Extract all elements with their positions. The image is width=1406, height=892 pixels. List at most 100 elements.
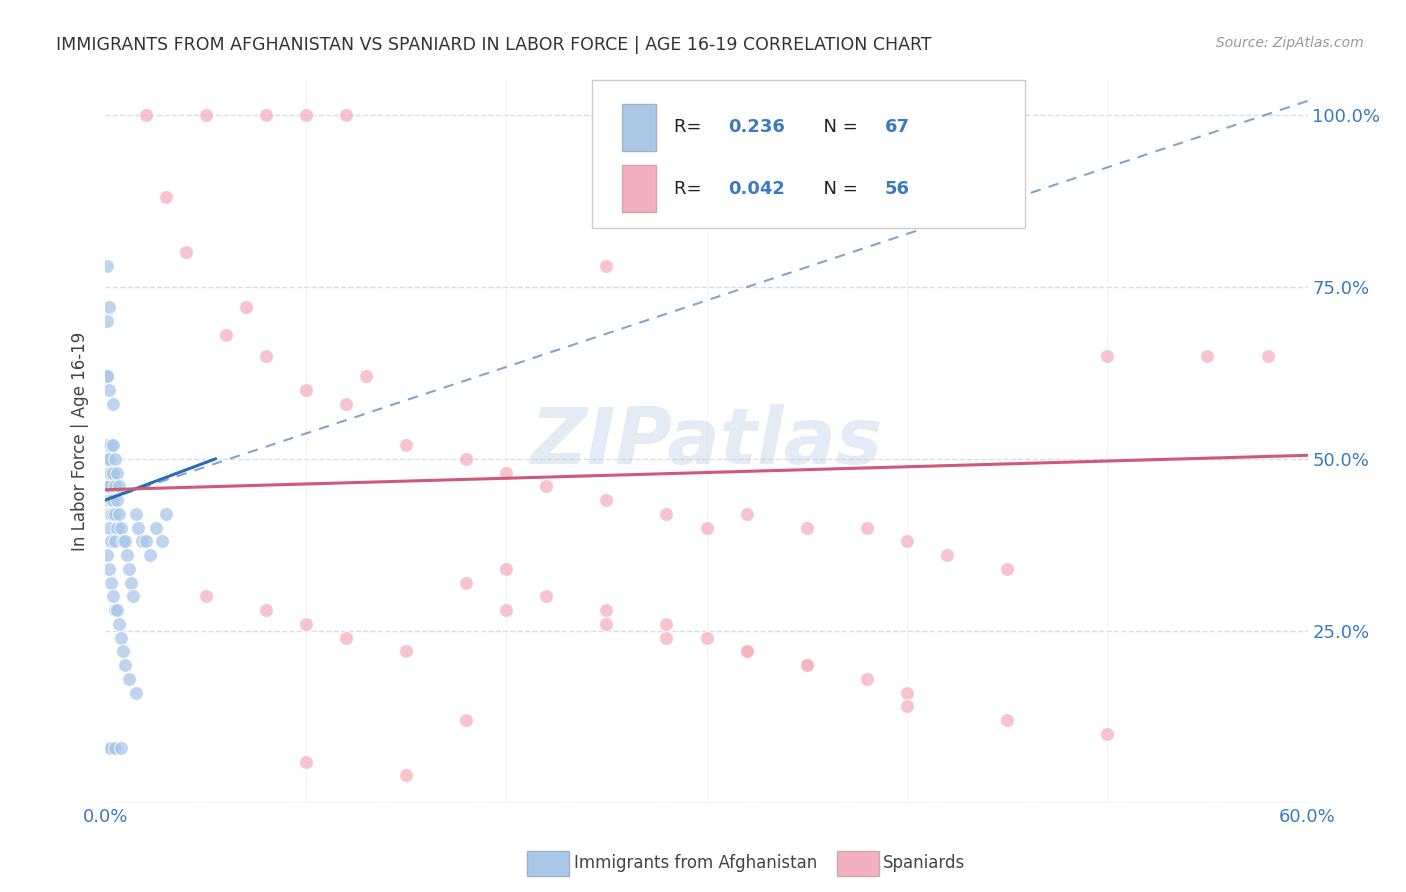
Point <box>108 479 131 493</box>
Point <box>100 438 122 452</box>
Text: ZIPatlas: ZIPatlas <box>530 403 883 480</box>
Point <box>735 644 758 658</box>
Point <box>135 534 157 549</box>
Text: 67: 67 <box>884 119 910 136</box>
Point <box>936 548 959 562</box>
Point <box>96 259 118 273</box>
Point <box>454 575 477 590</box>
Point <box>108 616 131 631</box>
Point <box>118 672 141 686</box>
Point <box>735 644 758 658</box>
FancyBboxPatch shape <box>592 80 1025 228</box>
Point <box>96 314 118 328</box>
Point <box>112 644 135 658</box>
Text: IMMIGRANTS FROM AFGHANISTAN VS SPANIARD IN LABOR FORCE | AGE 16-19 CORRELATION C: IMMIGRANTS FROM AFGHANISTAN VS SPANIARD … <box>56 36 932 54</box>
Point <box>534 479 557 493</box>
Point <box>1097 349 1119 363</box>
Point <box>96 369 118 384</box>
Point <box>103 397 125 411</box>
Point <box>1097 727 1119 741</box>
Point <box>96 548 118 562</box>
Point <box>155 190 177 204</box>
Point <box>138 548 160 562</box>
FancyBboxPatch shape <box>623 165 657 212</box>
Point <box>395 644 418 658</box>
Point <box>122 590 145 604</box>
Point <box>100 493 122 508</box>
Point <box>110 740 132 755</box>
Point <box>104 479 127 493</box>
Point <box>108 507 131 521</box>
Point <box>896 699 918 714</box>
Point <box>145 520 167 534</box>
Point <box>595 603 617 617</box>
Point <box>100 740 122 755</box>
Point <box>655 616 678 631</box>
Y-axis label: In Labor Force | Age 16-19: In Labor Force | Age 16-19 <box>72 332 90 551</box>
Point <box>335 397 357 411</box>
Point <box>110 520 132 534</box>
Point <box>100 575 122 590</box>
Point <box>796 658 818 673</box>
Point <box>112 534 135 549</box>
Point <box>110 631 132 645</box>
Point <box>1257 349 1279 363</box>
Point <box>495 562 517 576</box>
Point <box>354 369 377 384</box>
Point <box>96 369 118 384</box>
Point <box>295 383 318 397</box>
Text: Spaniards: Spaniards <box>883 855 965 872</box>
Point <box>655 631 678 645</box>
Point <box>103 438 125 452</box>
Point <box>124 507 146 521</box>
Point <box>103 466 125 480</box>
Point <box>896 534 918 549</box>
Point <box>254 108 277 122</box>
Text: 0.042: 0.042 <box>728 179 785 198</box>
Point <box>96 438 118 452</box>
Text: N =: N = <box>813 119 858 136</box>
Point <box>117 548 139 562</box>
Text: 0.236: 0.236 <box>728 119 785 136</box>
Point <box>103 590 125 604</box>
Point <box>595 259 617 273</box>
Point <box>194 590 217 604</box>
Point <box>655 507 678 521</box>
Point <box>100 534 122 549</box>
Point <box>98 740 121 755</box>
Point <box>104 740 127 755</box>
Text: Source: ZipAtlas.com: Source: ZipAtlas.com <box>1216 36 1364 50</box>
Point <box>98 562 121 576</box>
Point <box>96 451 118 466</box>
Text: N =: N = <box>813 179 858 198</box>
Point <box>235 301 257 315</box>
Point <box>295 108 318 122</box>
Point <box>295 616 318 631</box>
Point <box>735 507 758 521</box>
Point <box>335 108 357 122</box>
Point <box>121 575 143 590</box>
Point <box>395 438 418 452</box>
Point <box>107 493 129 508</box>
Point <box>96 479 118 493</box>
Text: Immigrants from Afghanistan: Immigrants from Afghanistan <box>574 855 817 872</box>
Text: 56: 56 <box>884 179 910 198</box>
Point <box>104 451 127 466</box>
Point <box>107 466 129 480</box>
Point <box>254 349 277 363</box>
Point <box>855 520 877 534</box>
Point <box>98 479 121 493</box>
Point <box>495 466 517 480</box>
Point <box>454 451 477 466</box>
Point <box>98 493 121 508</box>
Point <box>98 301 121 315</box>
Point <box>96 466 118 480</box>
Point <box>104 507 127 521</box>
Text: R=: R= <box>673 119 707 136</box>
Point <box>127 520 149 534</box>
Point <box>104 603 127 617</box>
Point <box>1197 349 1219 363</box>
Point <box>118 562 141 576</box>
Point <box>335 631 357 645</box>
Point <box>214 327 236 342</box>
